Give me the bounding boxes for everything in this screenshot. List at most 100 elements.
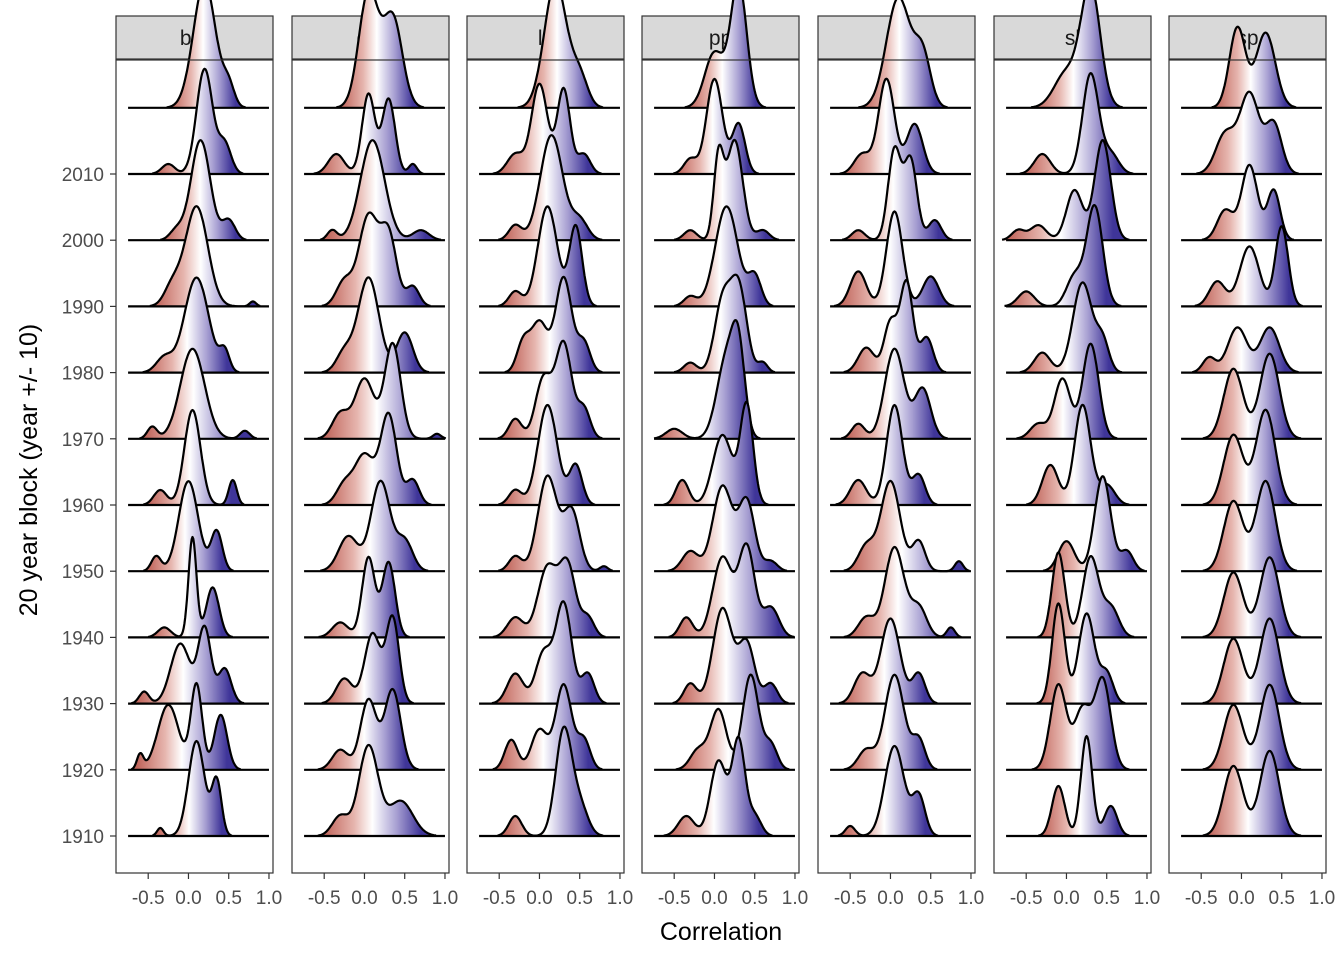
ridge-fill-1940 bbox=[843, 547, 962, 638]
ridge-line-1990 bbox=[321, 211, 431, 307]
ridge-fill-1920 bbox=[843, 674, 938, 770]
ridge-line-1990 bbox=[1194, 225, 1303, 308]
ridge-fill-1910 bbox=[152, 741, 232, 836]
panel-border bbox=[641, 59, 800, 874]
ridge-fill-1920 bbox=[317, 689, 419, 770]
ridge-line-1910 bbox=[497, 725, 604, 837]
facet-panel-cm: cm-0.50.00.51.0 bbox=[291, 0, 458, 909]
x-tick-label: 0.0 bbox=[526, 888, 552, 909]
x-tick-label: 1.0 bbox=[607, 888, 633, 909]
ridge-line-1990 bbox=[498, 205, 597, 308]
x-tick-label: 0.0 bbox=[1228, 888, 1254, 909]
ridge-line-1920 bbox=[675, 673, 790, 771]
ridge-fill-1940 bbox=[492, 557, 606, 638]
ridge-line-1960 bbox=[498, 403, 596, 506]
panel-border bbox=[1168, 59, 1327, 874]
ridge-line-1910 bbox=[317, 743, 437, 837]
ridge-fill-2010 bbox=[1196, 91, 1299, 174]
ridge-fill-2000 bbox=[674, 139, 779, 241]
y-tick-label: 1980 bbox=[62, 364, 104, 385]
x-tick-label: 0.0 bbox=[175, 888, 201, 909]
x-tick-label: 0.0 bbox=[351, 888, 377, 909]
ridge-fill-1980 bbox=[321, 277, 429, 373]
ridge-fill-1920 bbox=[131, 683, 241, 770]
ridge-line-2010 bbox=[151, 67, 244, 175]
facet-strip bbox=[993, 15, 1152, 60]
ridge-line-1930 bbox=[491, 600, 607, 705]
x-tick-label: 0.0 bbox=[1053, 888, 1079, 909]
ridge-line-2000 bbox=[673, 138, 780, 241]
facet-strip bbox=[1168, 15, 1327, 60]
ridge-line-2020 bbox=[1211, 25, 1297, 109]
y-tick-label: 1970 bbox=[62, 430, 104, 451]
ridge-line-1940 bbox=[1037, 551, 1135, 639]
ridge-line-2010 bbox=[1019, 72, 1134, 175]
panel-border bbox=[993, 59, 1152, 874]
ridge-line-1950 bbox=[1042, 475, 1145, 572]
ridge-fill-1960 bbox=[1026, 404, 1130, 505]
ridge-line-1960 bbox=[321, 411, 432, 506]
ridge-line-1980 bbox=[321, 276, 430, 374]
ridge-fill-2010 bbox=[839, 78, 940, 174]
ridge-fill-1920 bbox=[492, 684, 603, 770]
ridge-fill-2000 bbox=[842, 146, 953, 241]
ridge-fill-1970 bbox=[139, 348, 257, 439]
panel-border bbox=[291, 59, 450, 874]
x-tick-label: 1.0 bbox=[1309, 888, 1335, 909]
ridge-fill-1960 bbox=[835, 405, 938, 505]
y-tick-label: 1950 bbox=[62, 562, 104, 583]
ridge-line-1980 bbox=[843, 279, 947, 374]
x-tick-label: -0.5 bbox=[1185, 888, 1218, 909]
x-tick-label: 1.0 bbox=[958, 888, 984, 909]
ridge-fill-1950 bbox=[143, 481, 234, 572]
ridge-line-1990 bbox=[673, 205, 774, 308]
x-tick-label: 0.5 bbox=[1269, 888, 1295, 909]
ridge-fill-1980 bbox=[504, 276, 603, 373]
panel-border bbox=[817, 59, 976, 874]
ridge-line-2020 bbox=[166, 0, 246, 109]
ridge-line-1970 bbox=[139, 347, 258, 440]
ridge-line-1910 bbox=[1038, 734, 1130, 837]
ridge-fill-1930 bbox=[131, 625, 244, 704]
ridge-fill-1990 bbox=[834, 211, 955, 307]
ridge-line-1970 bbox=[841, 347, 948, 440]
ridge-fill-1930 bbox=[672, 607, 789, 704]
x-tick-label: -0.5 bbox=[132, 888, 165, 909]
y-tick-label: 1930 bbox=[62, 695, 104, 716]
ridge-line-2020 bbox=[684, 0, 767, 109]
ridge-fill-1980 bbox=[674, 274, 775, 373]
ridge-line-1940 bbox=[668, 542, 795, 639]
ridge-line-1990 bbox=[1004, 204, 1122, 308]
ridge-line-1980 bbox=[504, 275, 603, 374]
x-tick-label: 0.5 bbox=[216, 888, 242, 909]
ridge-fill-2020 bbox=[517, 0, 604, 108]
ridge-fill-1920 bbox=[1031, 676, 1130, 770]
ridge-line-1980 bbox=[673, 273, 776, 374]
ridge-fill-1960 bbox=[498, 405, 595, 505]
ridge-line-2000 bbox=[160, 139, 247, 241]
ridge-line-2020 bbox=[858, 0, 948, 109]
x-tick-label: -0.5 bbox=[658, 888, 691, 909]
ridge-line-1970 bbox=[1016, 342, 1118, 440]
ridge-line-2000 bbox=[841, 145, 953, 241]
ridge-line-1920 bbox=[317, 687, 419, 771]
ridge-fill-2020 bbox=[1031, 0, 1123, 108]
ridge-fill-2000 bbox=[1202, 164, 1294, 241]
x-tick-label: 0.5 bbox=[918, 888, 944, 909]
ridge-line-1960 bbox=[835, 403, 938, 506]
ridge-fill-1990 bbox=[1004, 205, 1122, 307]
ridge-line-1910 bbox=[837, 744, 939, 837]
ridge-fill-2000 bbox=[320, 140, 441, 241]
ridge-line-1950 bbox=[319, 479, 429, 572]
ridge-line-1910 bbox=[1202, 749, 1302, 837]
ridge-line-2010 bbox=[1196, 90, 1299, 175]
ridge-line-1940 bbox=[843, 545, 962, 639]
ridge-fill-1950 bbox=[320, 480, 429, 572]
ridge-line-1930 bbox=[321, 614, 414, 705]
ridge-fill-1910 bbox=[838, 746, 938, 836]
x-tick-label: 1.0 bbox=[256, 888, 282, 909]
ridge-line-1940 bbox=[147, 535, 233, 639]
y-tick-label: 1920 bbox=[62, 761, 104, 782]
